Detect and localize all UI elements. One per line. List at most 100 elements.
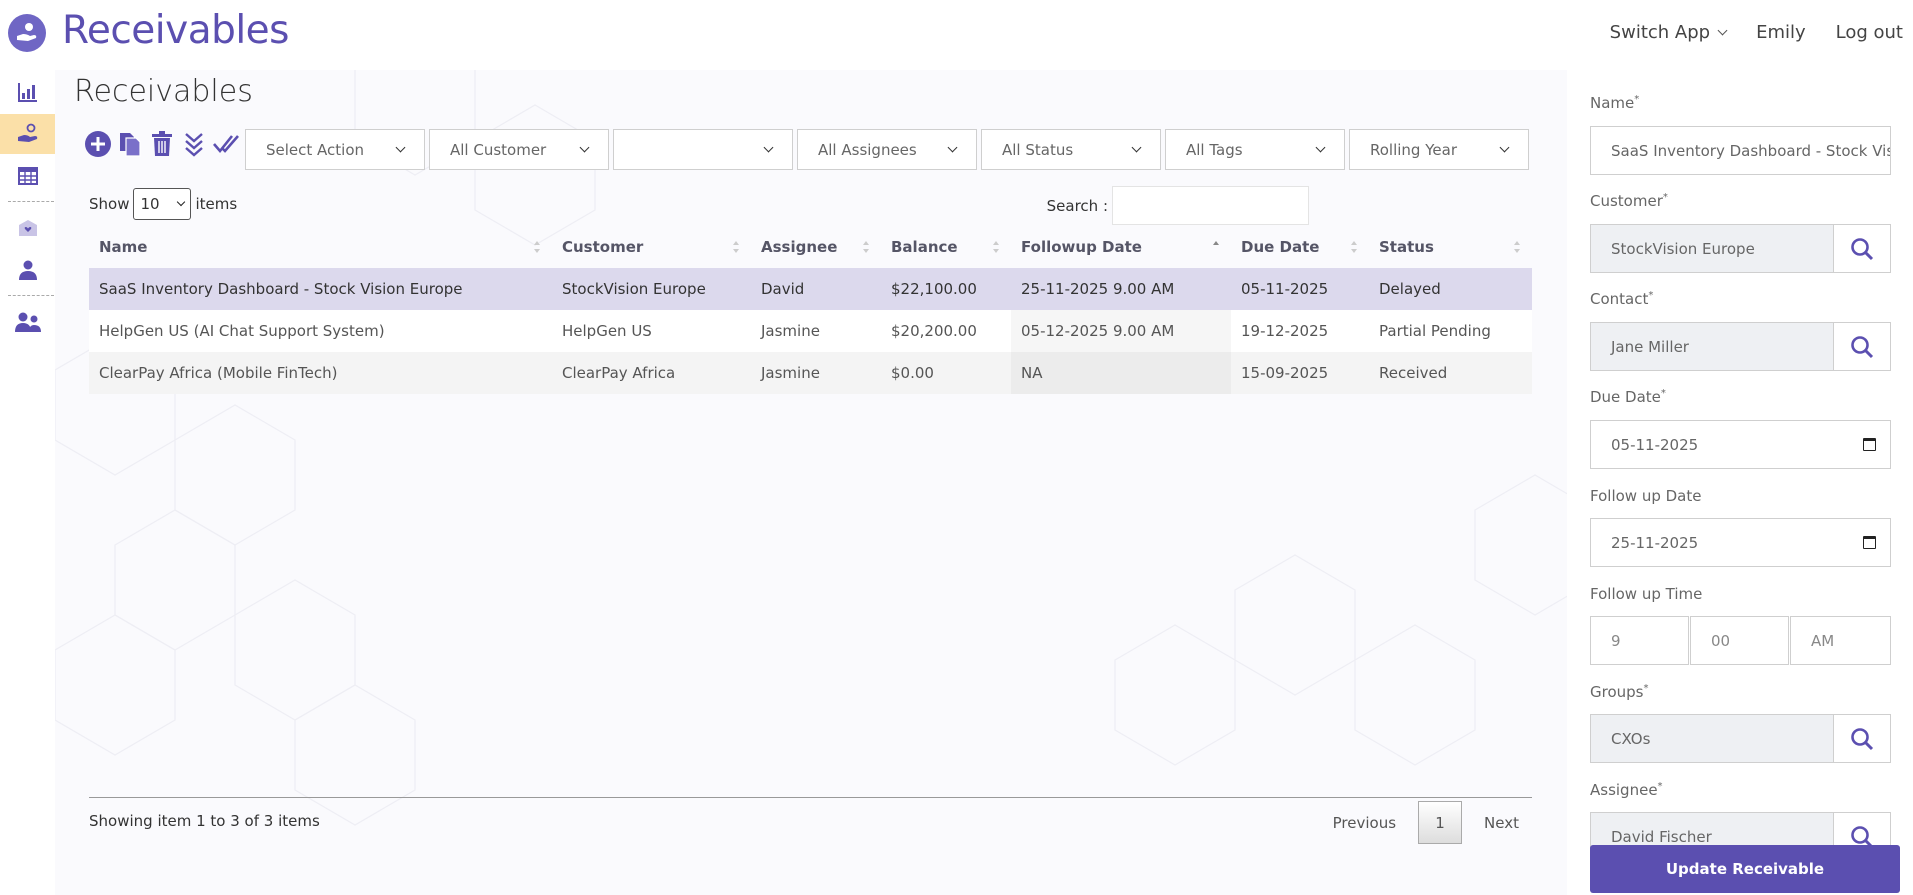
- cell-status: Delayed: [1369, 268, 1532, 310]
- column-header-balance[interactable]: Balance: [881, 226, 1011, 268]
- contact-search-button[interactable]: [1833, 322, 1891, 371]
- double-check-icon[interactable]: [211, 129, 241, 159]
- rail-receivables[interactable]: [0, 114, 55, 154]
- status-filter[interactable]: All Status: [981, 129, 1161, 170]
- followup-ampm-field[interactable]: AM: [1790, 616, 1891, 665]
- page-size-select[interactable]: 10: [133, 188, 192, 220]
- rail-dashboard[interactable]: [0, 72, 55, 112]
- followup-date-value: 25-11-2025: [1611, 533, 1699, 552]
- rail-campaigns[interactable]: [0, 208, 55, 248]
- contact-field[interactable]: Jane Miller: [1590, 322, 1834, 371]
- cell-balance: $0.00: [881, 352, 1011, 394]
- switch-app-label: Switch App: [1609, 22, 1711, 43]
- column-header-label: Assignee: [761, 238, 838, 256]
- column-header-label: Status: [1379, 238, 1434, 256]
- rail-calendar[interactable]: [0, 155, 55, 195]
- logout-link[interactable]: Log out: [1835, 22, 1903, 43]
- column-header-status[interactable]: Status: [1369, 226, 1532, 268]
- due-date-field[interactable]: 05-11-2025: [1590, 420, 1891, 469]
- customer-label: Customer*: [1590, 192, 1668, 210]
- column-header-customer[interactable]: Customer: [552, 226, 751, 268]
- period-filter[interactable]: Rolling Year: [1349, 129, 1529, 170]
- search-icon: [1851, 335, 1874, 358]
- search-icon: [1851, 237, 1874, 260]
- items-label: items: [195, 195, 238, 213]
- hand-coin-icon: [17, 123, 37, 142]
- groups-search-button[interactable]: [1833, 714, 1891, 763]
- people-icon: [14, 312, 41, 332]
- delete-icon[interactable]: [147, 129, 177, 159]
- cell-customer: HelpGen US: [552, 310, 751, 352]
- cell-followup-date: 25-11-2025 9.00 AM: [1011, 268, 1231, 310]
- required-mark: *: [1657, 781, 1663, 792]
- name-field[interactable]: SaaS Inventory Dashboard - Stock Vision …: [1590, 126, 1891, 175]
- copy-icon[interactable]: [115, 129, 145, 159]
- chevron-down-icon: [1717, 25, 1728, 35]
- user-menu[interactable]: Emily: [1756, 22, 1806, 43]
- assignee-label-text: Assignee: [1590, 781, 1658, 799]
- rail-team[interactable]: [0, 302, 55, 342]
- column-header-followup-date[interactable]: Followup Date: [1011, 226, 1231, 268]
- column-header-name[interactable]: Name: [89, 226, 552, 268]
- calendar-icon[interactable]: [1863, 536, 1876, 549]
- customer-search-button[interactable]: [1833, 224, 1891, 273]
- due-date-value: 05-11-2025: [1611, 435, 1699, 454]
- receivables-table: Name Customer Assignee Balance Followup …: [89, 226, 1532, 394]
- column-header-label: Customer: [562, 238, 644, 256]
- cell-customer: StockVision Europe: [552, 268, 751, 310]
- followup-date-field[interactable]: 25-11-2025: [1590, 518, 1891, 567]
- blank-filter[interactable]: [613, 129, 793, 170]
- cell-customer: ClearPay Africa: [552, 352, 751, 394]
- cell-name: HelpGen US (AI Chat Support System): [89, 310, 552, 352]
- due-date-label-text: Due Date: [1590, 388, 1661, 406]
- followup-hour-field[interactable]: 9: [1590, 616, 1689, 665]
- customer-filter[interactable]: All Customer: [429, 129, 609, 170]
- add-icon[interactable]: [83, 129, 113, 159]
- tags-filter-label: All Tags: [1186, 140, 1243, 159]
- column-header-assignee[interactable]: Assignee: [751, 226, 881, 268]
- table-row[interactable]: SaaS Inventory Dashboard - Stock Vision …: [89, 268, 1532, 310]
- sort-icon: [534, 241, 540, 253]
- update-receivable-button[interactable]: Update Receivable: [1590, 845, 1900, 893]
- groups-label: Groups*: [1590, 683, 1648, 701]
- calendar-icon[interactable]: [1863, 438, 1876, 451]
- page-1-button[interactable]: 1: [1418, 801, 1463, 844]
- sort-icon: [1351, 241, 1357, 253]
- assignee-filter[interactable]: All Assignees: [797, 129, 977, 170]
- chevron-down-icon: [579, 142, 590, 152]
- table-row[interactable]: HelpGen US (AI Chat Support System) Help…: [89, 310, 1532, 352]
- assignee-filter-label: All Assignees: [818, 140, 917, 159]
- followup-minute-field[interactable]: 00: [1690, 616, 1789, 665]
- select-action-dropdown[interactable]: Select Action: [245, 129, 425, 170]
- groups-field[interactable]: CXOs: [1590, 714, 1834, 763]
- table-row[interactable]: ClearPay Africa (Mobile FinTech) ClearPa…: [89, 352, 1532, 394]
- app-logo-icon[interactable]: [8, 14, 46, 52]
- cell-status: Received: [1369, 352, 1532, 394]
- name-label: Name*: [1590, 94, 1639, 112]
- sort-icon: [1514, 241, 1520, 253]
- show-label: Show: [89, 195, 130, 213]
- contact-label: Contact*: [1590, 290, 1653, 308]
- previous-page-button[interactable]: Previous: [1332, 813, 1397, 832]
- chevron-down-icon: [1315, 142, 1326, 152]
- customer-field[interactable]: StockVision Europe: [1590, 224, 1834, 273]
- tags-filter[interactable]: All Tags: [1165, 129, 1345, 170]
- cell-name: ClearPay Africa (Mobile FinTech): [89, 352, 552, 394]
- cell-balance: $20,200.00: [881, 310, 1011, 352]
- column-header-due-date[interactable]: Due Date: [1231, 226, 1369, 268]
- cell-status: Partial Pending: [1369, 310, 1532, 352]
- search-input[interactable]: [1112, 186, 1309, 225]
- rail-contact[interactable]: [0, 250, 55, 290]
- page-size-value: 10: [140, 195, 160, 213]
- cell-name: SaaS Inventory Dashboard - Stock Vision …: [89, 268, 552, 310]
- double-chevron-down-icon[interactable]: [179, 129, 209, 159]
- next-page-button[interactable]: Next: [1484, 813, 1519, 832]
- page-title: Receivables: [74, 74, 253, 109]
- person-icon: [18, 260, 37, 280]
- cell-followup-date: NA: [1011, 352, 1231, 394]
- followup-date-label: Follow up Date: [1590, 487, 1702, 505]
- pagination: Previous 1 Next: [1319, 801, 1533, 844]
- cell-due-date: 05-11-2025: [1231, 268, 1369, 310]
- action-toolbar: [83, 129, 243, 159]
- switch-app-menu[interactable]: Switch App: [1609, 22, 1728, 43]
